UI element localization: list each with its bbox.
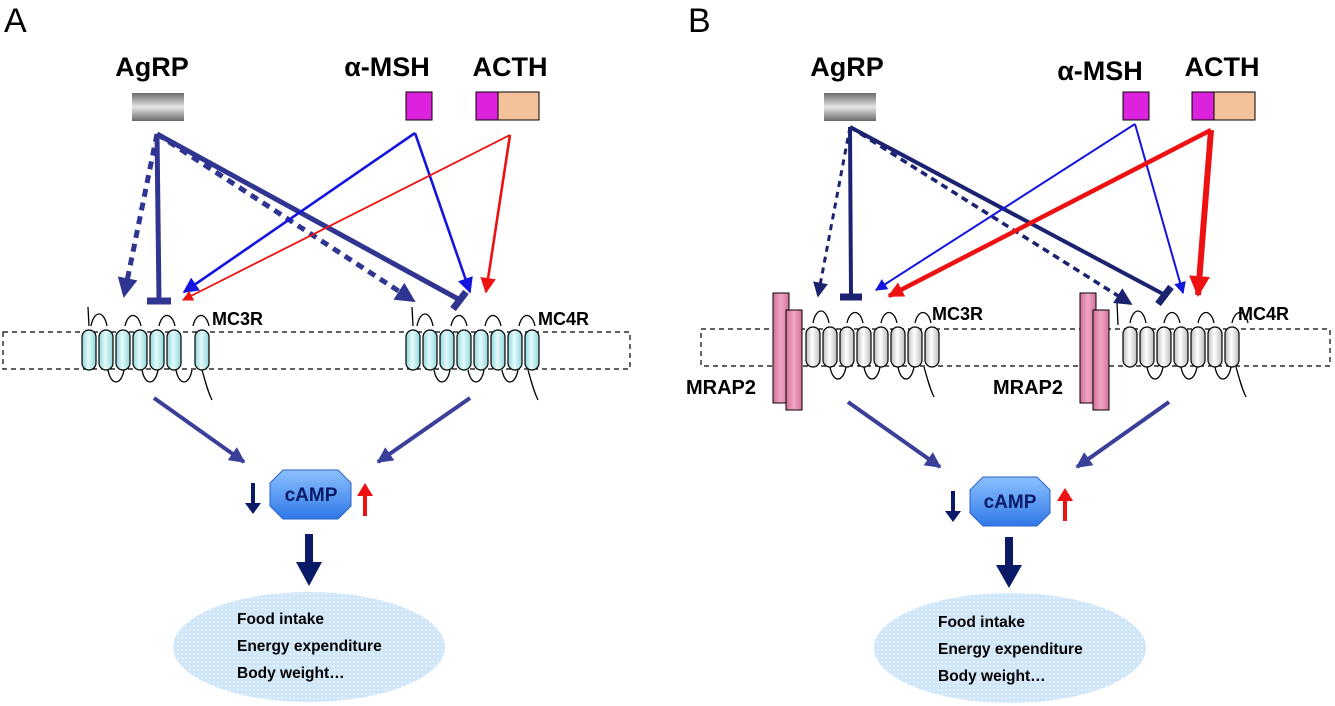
amsh-to-mc3r	[874, 123, 1136, 291]
camp-label: cAMP	[285, 485, 338, 506]
amsh-edges	[874, 123, 1186, 295]
agrp-to-mc3r-dashed	[813, 126, 852, 298]
panel-label-a: A	[4, 2, 27, 40]
ligand-acth-label: ACTH	[1185, 52, 1260, 82]
effects-bubble	[874, 593, 1146, 703]
panel-a: A AgRP α-MSH ACTH	[2, 2, 631, 702]
amsh-to-mc4r	[1134, 123, 1186, 295]
agrp-inhibit-mc4r	[155, 131, 462, 303]
agrp-inhibit-mc4r-bar	[450, 289, 469, 312]
ligand-agrp-label: AgRP	[810, 52, 884, 82]
agrp-to-mc4r-dashed	[849, 125, 1133, 306]
mc3r-to-camp-arrow	[846, 400, 942, 469]
mrap2-left-label: MRAP2	[686, 377, 756, 399]
amsh-box	[405, 91, 433, 121]
effect-food-intake: Food intake	[938, 614, 1025, 631]
acth-to-mc4r	[1189, 129, 1214, 298]
acth-to-mc3r	[182, 134, 511, 301]
mrap2-right-label: MRAP2	[993, 377, 1063, 399]
mc4r-receptor	[1116, 302, 1249, 398]
mc4r-to-camp-arrow	[376, 396, 472, 464]
agrp-box	[132, 93, 184, 121]
effect-body-weight: Body weight…	[237, 665, 345, 682]
mc3r-receptor	[805, 310, 940, 398]
mc3r-receptor	[81, 306, 213, 401]
agrp-to-mc3r-dashed	[117, 133, 160, 298]
ligand-acth-label: ACTH	[473, 52, 548, 82]
agrp-inhibit-mc4r	[849, 125, 1166, 297]
camp-node	[969, 476, 1051, 527]
effect-energy-expenditure: Energy expenditure	[237, 638, 382, 655]
panel-label-b: B	[688, 2, 711, 40]
acth-box-tail	[1213, 91, 1256, 121]
acth-box-head	[475, 91, 499, 121]
camp-decrease-icon	[945, 491, 961, 522]
cell-membrane	[2, 331, 631, 370]
mc4r-to-camp-arrow	[1075, 400, 1171, 469]
mc3r-label: MC3R	[212, 309, 263, 329]
acth-to-mc4r	[480, 134, 512, 294]
acth-to-mc3r	[887, 128, 1213, 298]
effect-energy-expenditure: Energy expenditure	[938, 641, 1083, 658]
camp-decrease-icon	[245, 483, 261, 514]
agrp-inhibit-mc3r	[154, 133, 162, 301]
effects-bubble	[173, 592, 445, 702]
agrp-inhibit-mc4r-bar	[1155, 284, 1174, 307]
acth-edges	[887, 128, 1214, 298]
amsh-to-mc4r	[413, 132, 473, 294]
camp-to-effects-arrow	[296, 534, 322, 586]
acth-box-tail	[497, 91, 540, 121]
ligand-amsh-label: α-MSH	[1057, 56, 1143, 86]
mc4r-label: MC4R	[1238, 304, 1289, 324]
mrap2-right	[1079, 292, 1110, 411]
camp-to-effects-arrow	[996, 537, 1022, 588]
amsh-to-mc3r	[182, 131, 416, 294]
agrp-inhibit-mc3r	[848, 126, 853, 297]
agrp-edges	[813, 125, 1174, 307]
mc3r-label: MC3R	[932, 304, 983, 324]
amsh-box	[1122, 91, 1150, 121]
effect-food-intake: Food intake	[237, 611, 324, 628]
mc3r-to-camp-arrow	[152, 396, 246, 464]
agrp-edges	[117, 131, 469, 312]
camp-label: cAMP	[984, 492, 1037, 513]
agrp-box	[824, 93, 876, 121]
panel-b: B AgRP α-MSH ACTH	[686, 2, 1331, 703]
acth-box-head	[1191, 91, 1215, 121]
camp-increase-icon	[1057, 488, 1073, 521]
mc4r-receptor	[405, 306, 540, 401]
mc4r-label: MC4R	[538, 309, 589, 329]
ligand-amsh-label: α-MSH	[344, 52, 430, 82]
agrp-to-mc4r-dashed	[155, 131, 416, 304]
camp-node	[269, 469, 352, 520]
camp-increase-icon	[357, 483, 373, 516]
ligand-agrp-label: AgRP	[115, 52, 189, 82]
acth-edges	[182, 134, 512, 301]
mrap2-left	[772, 292, 803, 411]
amsh-edges	[182, 131, 473, 294]
effect-body-weight: Body weight…	[938, 668, 1046, 685]
